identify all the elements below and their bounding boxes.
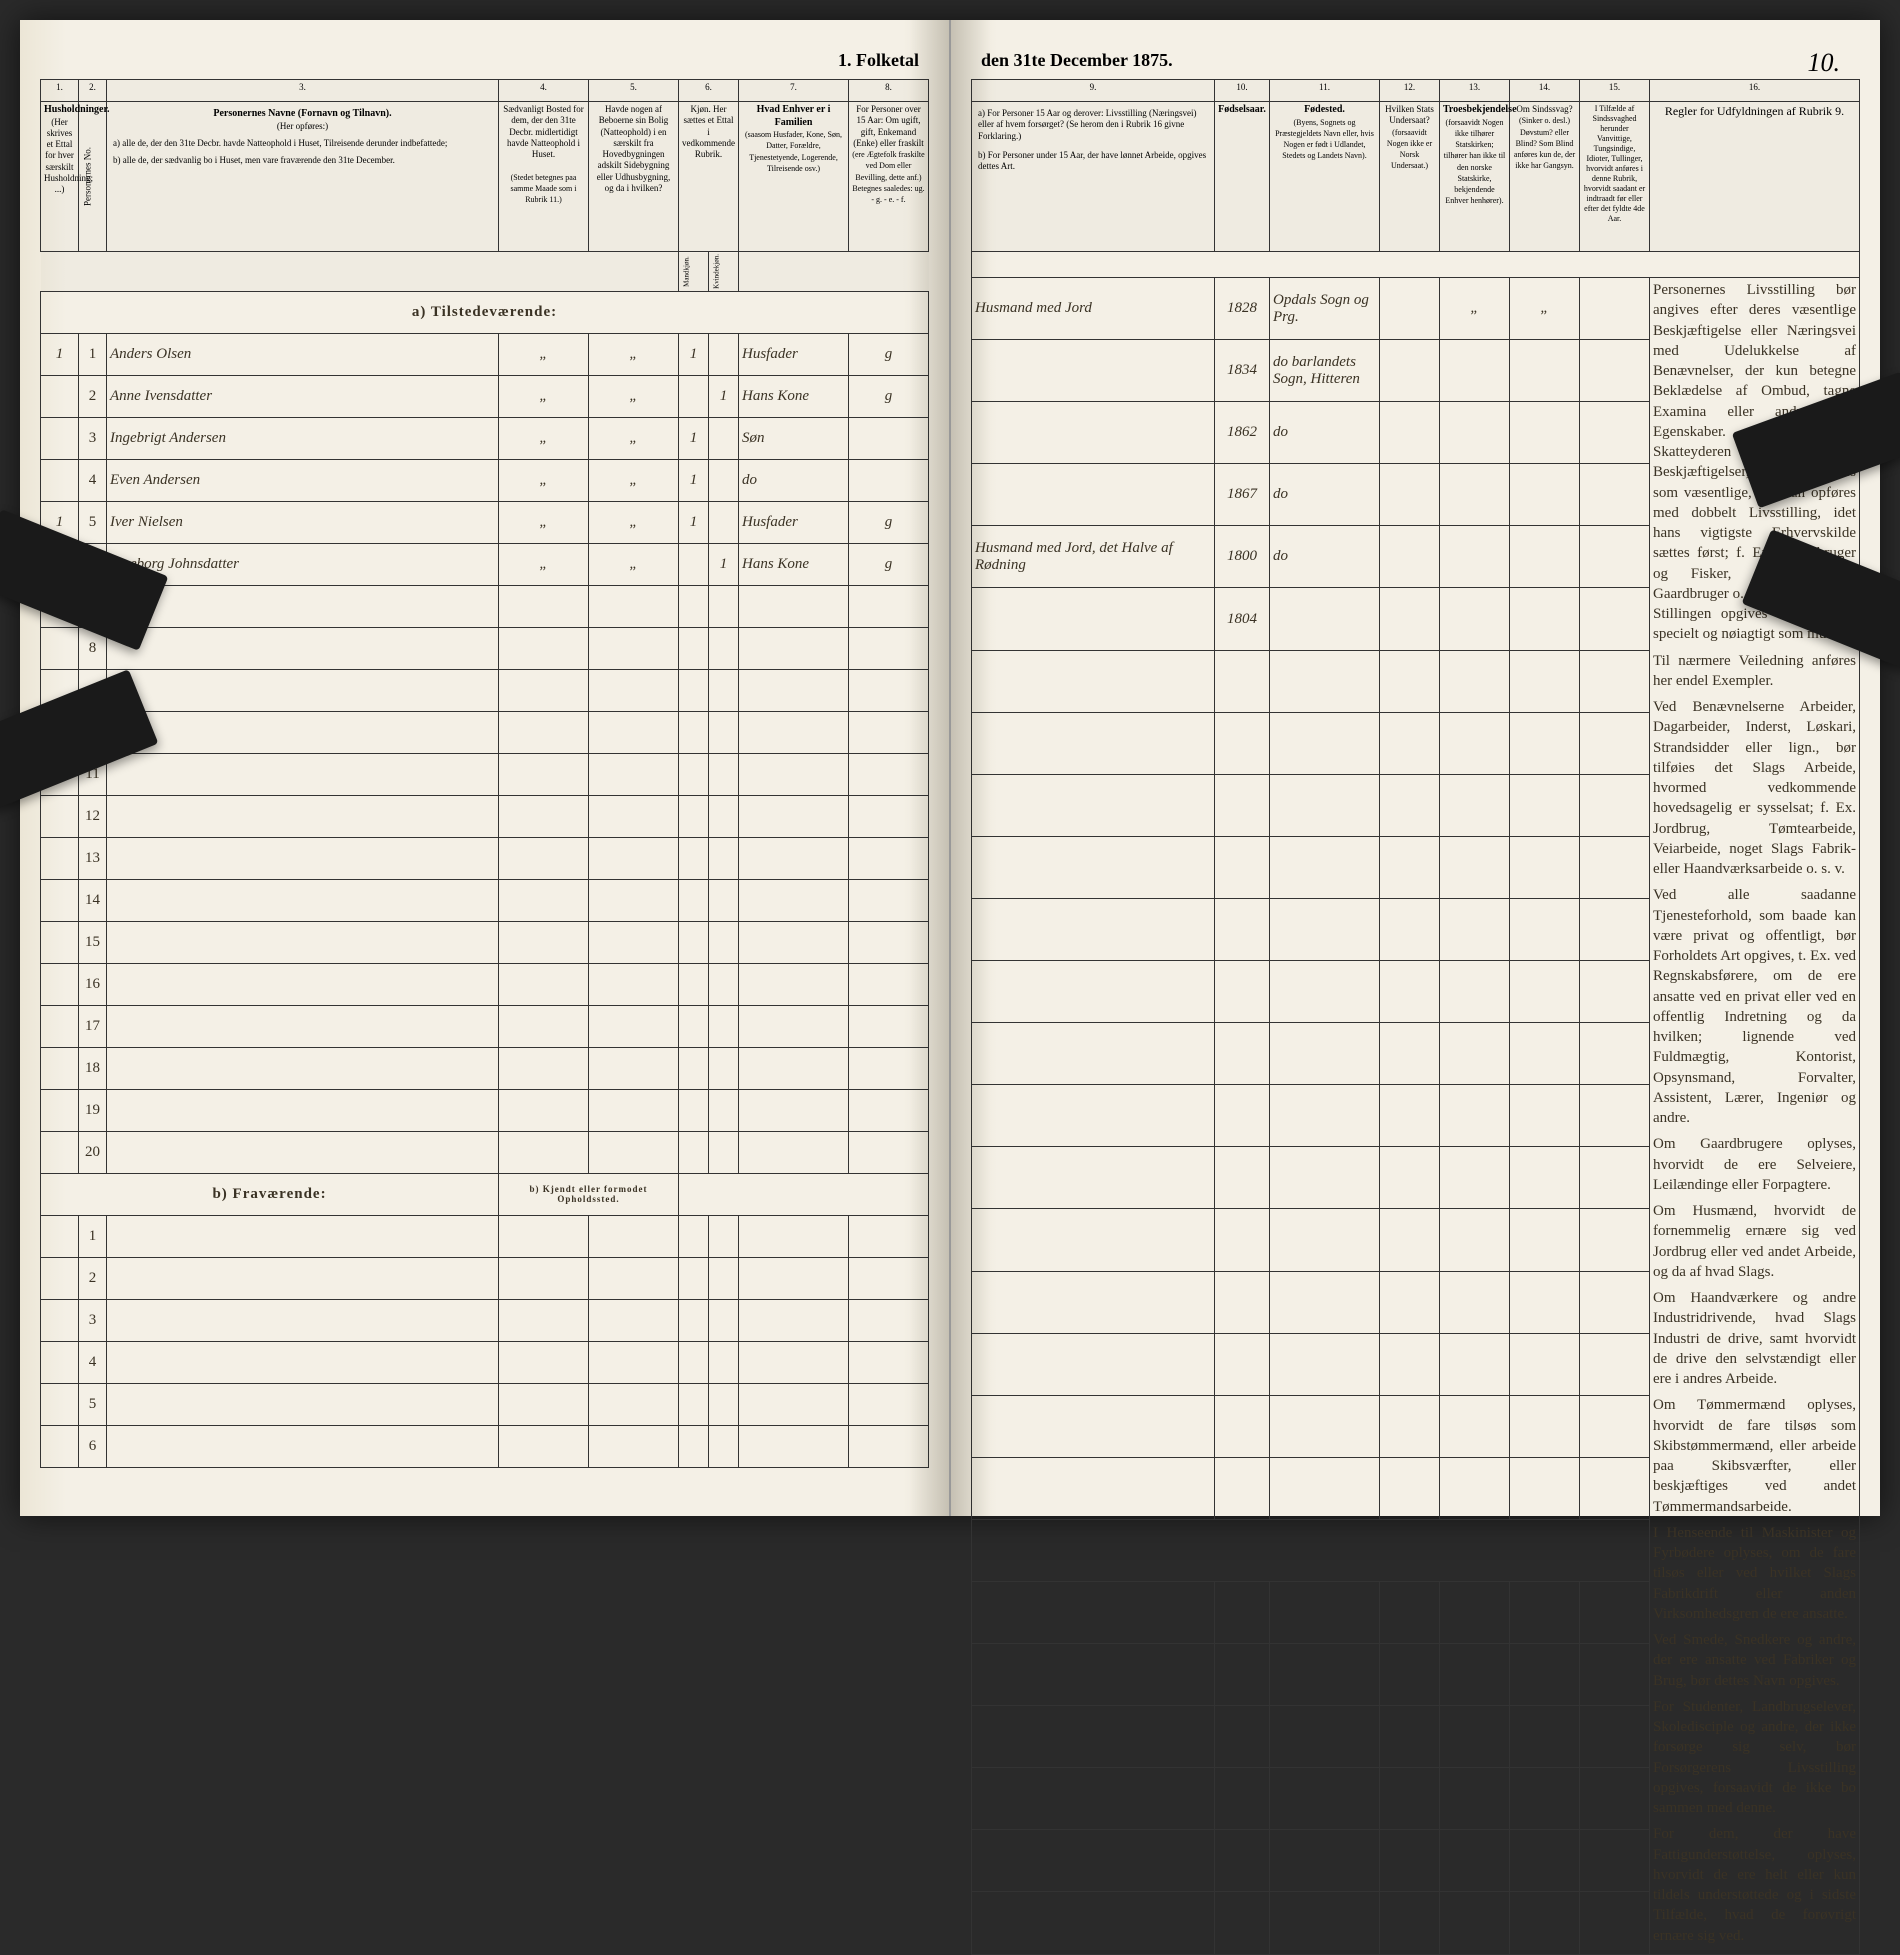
head-16: Regler for Udfyldningen af Rubrik 9. [1650,102,1860,252]
table-row: 16 [41,963,929,1005]
col-12: 12. [1380,80,1440,102]
col-8: 8. [849,80,929,102]
head-13: Troesbekjendelse (forsaavidt Nogen ikke … [1440,102,1510,252]
left-page: 1. Folketal 1. 2. 3. 4. 5. 6. 7. 8. [20,20,951,1516]
table-row: 2 [41,1257,929,1299]
head-14: Om Sindssvag? (Sinker o. desl.) Døvstum?… [1510,102,1580,252]
head-6b: Kvindekjøn. [709,252,739,292]
table-row: 11Anders Olsen„„1Husfaderg [41,333,929,375]
table-row: 6 [41,1425,929,1467]
table-row: 4Even Andersen„„1do [41,459,929,501]
head-12: Hvilken Stats Undersaat? (forsaavidt Nog… [1380,102,1440,252]
col-9: 9. [972,80,1215,102]
table-row: 20 [41,1131,929,1173]
table-row: 18 [41,1047,929,1089]
col-16: 16. [1650,80,1860,102]
col-4: 4. [499,80,589,102]
head-11: Fødested. (Byens, Sognets og Præstegjeld… [1270,102,1380,252]
table-row: 8 [41,627,929,669]
head-3: Personernes Navne (Fornavn og Tilnavn). … [107,102,499,252]
instructions-text: Personernes Livsstilling bør angives eft… [1650,278,1860,1955]
header-title-right: den 31te December 1875. [971,50,1860,71]
table-row: 19 [41,1089,929,1131]
table-row: 4 [41,1341,929,1383]
table-row: 6Ingeborg Johnsdatter„„1Hans Koneg [41,543,929,585]
section-b: b) Fraværende: [41,1173,499,1215]
head-4: Sædvanligt Bosted for dem, der den 31te … [499,102,589,252]
census-table-right: 9. 10. 11. 12. 13. 14. 15. 16. a) For Pe… [971,79,1860,1955]
table-row: 5 [41,1383,929,1425]
col-3: 3. [107,80,499,102]
head-6a: Mandkjøn. [679,252,709,292]
col-13: 13. [1440,80,1510,102]
table-row: 7 [41,585,929,627]
table-row: 9 [41,669,929,711]
header-title-left: 1. Folketal [40,50,929,71]
col-14: 14. [1510,80,1580,102]
head-9: a) For Personer 15 Aar og derover: Livss… [972,102,1215,252]
head-10: Fødselsaar. [1215,102,1270,252]
head-8: For Personer over 15 Aar: Om ugift, gift… [849,102,929,252]
table-row: 12 [41,795,929,837]
head-5: Havde nogen af Beboerne sin Bolig (Natte… [589,102,679,252]
table-row: 17 [41,1005,929,1047]
table-row: 2Anne Ivensdatter„„1Hans Koneg [41,375,929,417]
page-number: 10. [1808,48,1841,78]
table-row: Husmand med Jord1828Opdals Sogn og Prg.„… [972,278,1860,340]
census-table-left: 1. 2. 3. 4. 5. 6. 7. 8. Husholdninger. (… [40,79,929,1468]
head-1: Husholdninger. (Her skrives et Ettal for… [41,102,79,252]
table-row: 14 [41,879,929,921]
table-row: 3 [41,1299,929,1341]
table-row: 15Iver Nielsen„„1Husfaderg [41,501,929,543]
col-11: 11. [1270,80,1380,102]
col-7: 7. [739,80,849,102]
table-row: 1 [41,1215,929,1257]
table-row: 15 [41,921,929,963]
col-5: 5. [589,80,679,102]
head-7: Hvad Enhver er i Familien (saasom Husfad… [739,102,849,252]
right-page: 10. den 31te December 1875. 9. 10. 11. 1… [951,20,1880,1516]
col-6: 6. [679,80,739,102]
table-row: 13 [41,837,929,879]
col-2: 2. [79,80,107,102]
table-row: 10 [41,711,929,753]
census-book: 1. Folketal 1. 2. 3. 4. 5. 6. 7. 8. [20,20,1880,1516]
head-6: Kjøn. Her sættes et Ettal i vedkommende … [679,102,739,252]
table-row: 3Ingebrigt Andersen„„1Søn [41,417,929,459]
head-2: Personernes No. [79,102,107,252]
col-15: 15. [1580,80,1650,102]
col-1: 1. [41,80,79,102]
col-10: 10. [1215,80,1270,102]
table-row: 11 [41,753,929,795]
head-15: I Tilfælde af Sindssvaghed herunder Vanv… [1580,102,1650,252]
section-a: a) Tilstedeværende: [41,291,929,333]
